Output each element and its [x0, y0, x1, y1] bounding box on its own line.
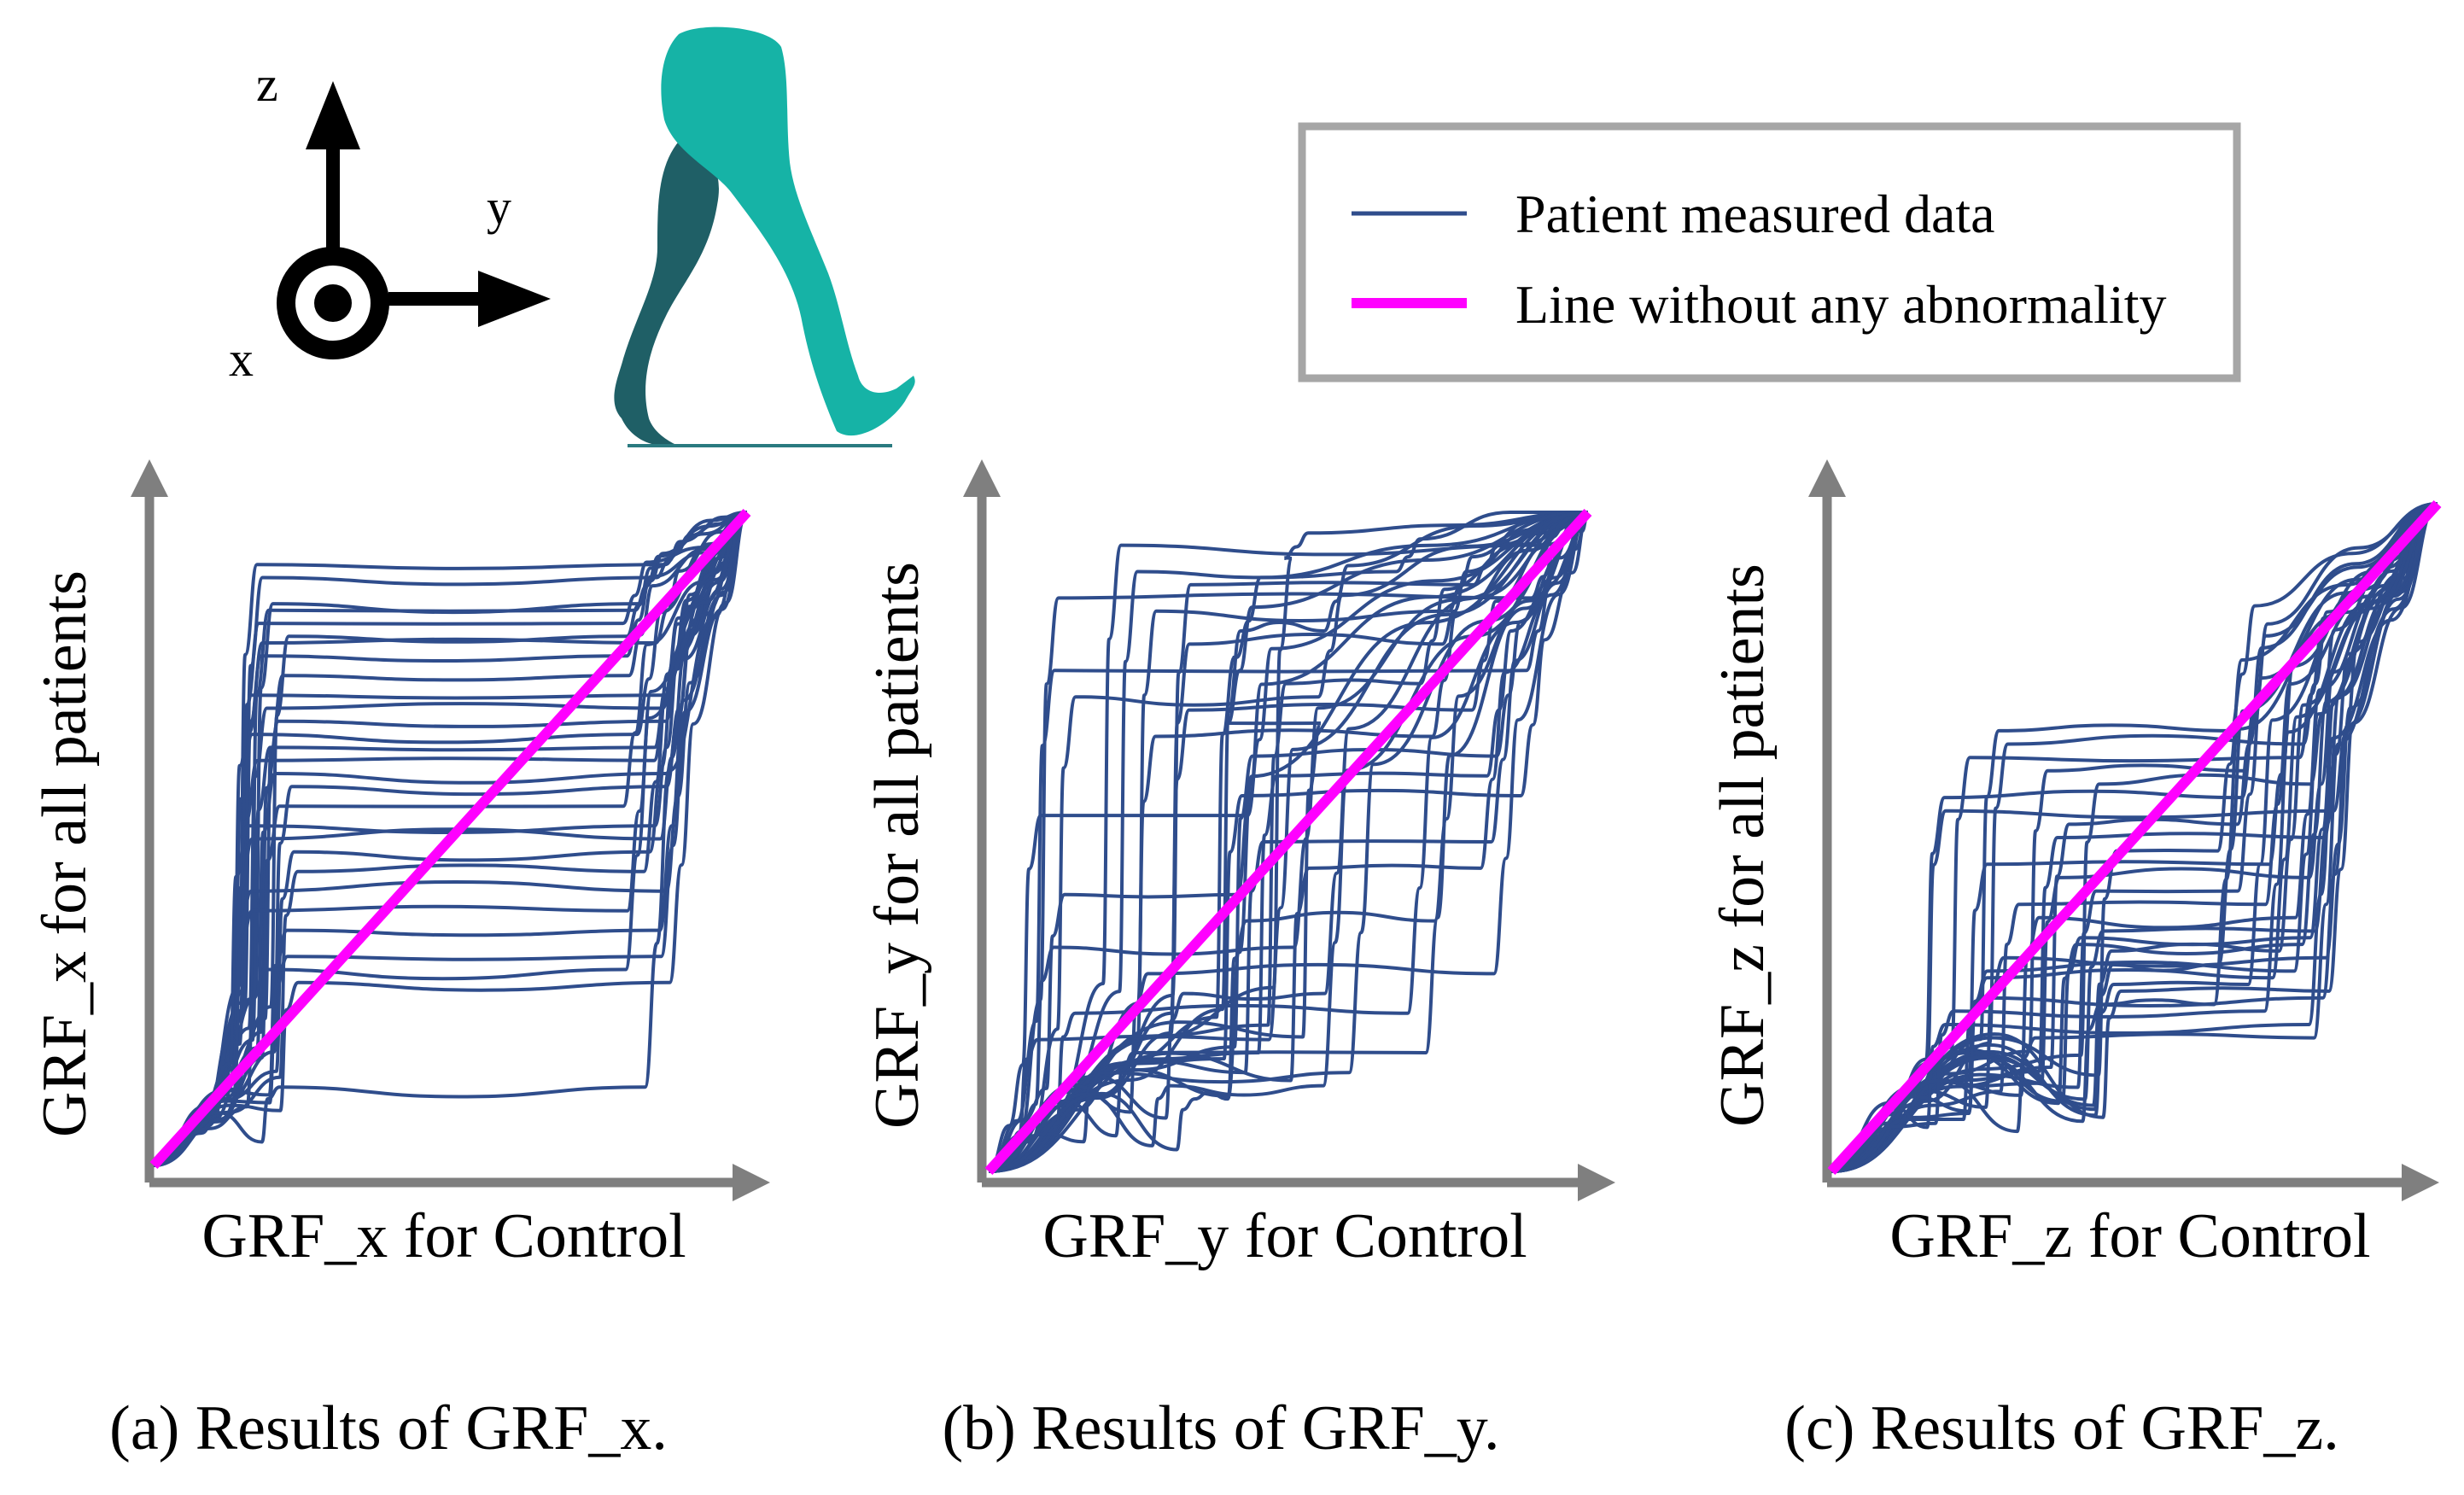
series-group: [988, 510, 1590, 1173]
patient-series-line: [153, 511, 748, 1167]
x-axis-label: GRF_z for Control: [1889, 1201, 2370, 1271]
patient-series-line: [988, 511, 1589, 1173]
patient-series-line: [988, 511, 1589, 1173]
patient-series-line: [153, 511, 748, 1167]
y-axis-label: GRF_z for all patients: [1708, 564, 1778, 1127]
axis-letter-z: z: [256, 56, 278, 112]
panel-a: GRF_x for all patients GRF_x for Control…: [30, 459, 770, 1463]
panel-b: GRF_y for all patients GRF_y for Control…: [862, 459, 1615, 1463]
reference-line: [1827, 499, 2442, 1176]
patient-series-line: [988, 511, 1589, 1173]
caption: (a) Results of GRF_x.: [109, 1393, 668, 1463]
patient-series-line: [988, 511, 1589, 1173]
patient-series-line: [1830, 502, 2438, 1173]
back-leg: [614, 137, 719, 446]
patient-series-line: [988, 511, 1589, 1173]
coordinate-system: z y x: [229, 56, 551, 387]
legend-box: [1298, 122, 2241, 383]
patient-series-line: [988, 511, 1589, 1173]
x-axis-label: GRF_y for Control: [1042, 1201, 1527, 1271]
walking-legs-icon: [614, 26, 915, 447]
patient-series-line: [1830, 502, 2438, 1173]
patient-series-line: [1830, 502, 2438, 1173]
patient-series-line: [988, 511, 1589, 1173]
patient-series-line: [153, 511, 749, 1167]
patient-series-line: [988, 511, 1590, 1173]
patient-series-line: [988, 511, 1589, 1173]
legend: Patient measured data Line without any a…: [1298, 122, 2241, 383]
patient-series-line: [988, 511, 1589, 1173]
arrow-up-head: [306, 81, 360, 149]
panel-c: GRF_z for all patients GRF_z for Control…: [1708, 459, 2442, 1463]
caption: (b) Results of GRF_y.: [943, 1393, 1500, 1463]
patient-series-line: [153, 511, 749, 1167]
reference-line: [984, 508, 1592, 1176]
patient-series-line: [153, 511, 748, 1167]
patient-series-line: [988, 511, 1589, 1173]
caption: (c) Results of GRF_z.: [1784, 1393, 2339, 1463]
patient-series-line: [1830, 502, 2438, 1173]
x-axis-label: GRF_x for Control: [201, 1201, 686, 1271]
arrow-right-head: [478, 271, 551, 327]
patient-series-line: [1830, 502, 2438, 1173]
patient-series-line: [988, 511, 1589, 1173]
axis-letter-x: x: [229, 331, 254, 387]
patient-series-line: [988, 510, 1588, 1173]
patient-series-line: [988, 511, 1589, 1173]
front-leg: [661, 26, 915, 436]
patient-series-line: [1830, 502, 2438, 1173]
legend-label-patient: Patient measured data: [1515, 184, 1995, 244]
patient-series-line: [988, 511, 1589, 1173]
reference-line: [149, 508, 751, 1170]
out-of-page-dot: [314, 284, 352, 322]
legend-label-reference: Line without any abnormality: [1515, 274, 2167, 335]
patient-series-line: [153, 511, 748, 1167]
y-axis-label: GRF_y for all patients: [862, 562, 932, 1129]
series-group: [153, 511, 749, 1167]
patient-series-line: [1830, 502, 2438, 1173]
patient-series-line: [1830, 502, 2438, 1173]
patient-series-line: [153, 511, 748, 1167]
patient-series-line: [153, 511, 748, 1167]
patient-series-line: [153, 511, 748, 1167]
patient-series-line: [1830, 502, 2438, 1173]
axis-letter-y: y: [487, 179, 511, 235]
patient-series-line: [1830, 502, 2438, 1173]
y-axis-label: GRF_x for all patients: [30, 570, 100, 1137]
